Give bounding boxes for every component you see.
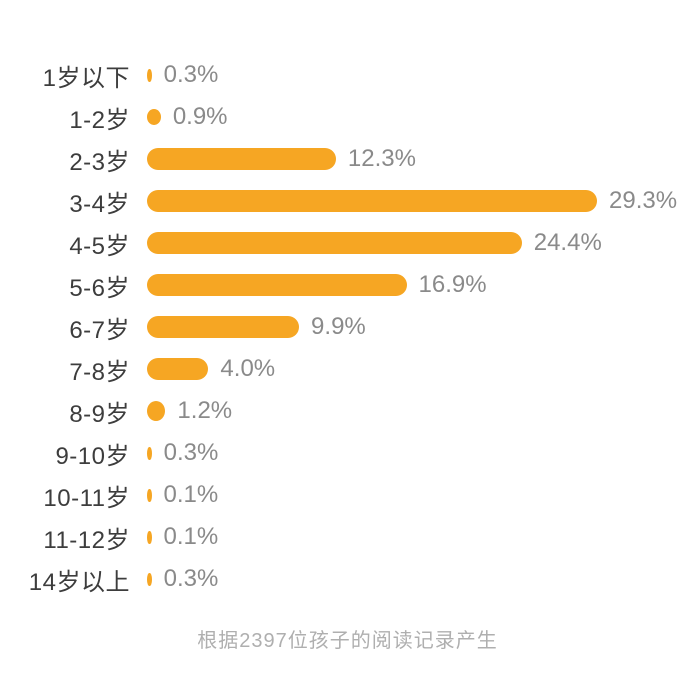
age-label: 6-7岁 [69, 316, 130, 344]
value-label: 16.9% [418, 271, 487, 298]
age-label: 14岁以上 [28, 568, 130, 596]
value-label: 9.9% [311, 313, 366, 340]
bar [147, 446, 152, 460]
bar-area: 24.4% [147, 229, 602, 257]
age-label: 10-11岁 [43, 484, 130, 512]
age-label: 1岁以下 [42, 64, 130, 92]
bar-area: 4.0% [147, 355, 275, 383]
value-label: 29.3% [609, 187, 678, 214]
value-label: 0.1% [163, 481, 219, 508]
value-label: 0.3% [163, 439, 219, 466]
bar-area: 0.3% [147, 565, 218, 593]
age-label: 8-9岁 [69, 400, 130, 428]
chart-row: 8-9岁 1.2% [10, 390, 695, 432]
bar-area: 0.3% [147, 61, 218, 89]
chart-row: 10-11岁 0.1% [10, 474, 695, 516]
chart-row: 1-2岁 0.9% [10, 96, 695, 138]
bar [147, 148, 336, 170]
bar [147, 572, 152, 586]
bar-area: 0.1% [147, 481, 218, 509]
age-label: 11-12岁 [43, 526, 130, 554]
age-label: 2-3岁 [69, 148, 130, 176]
chart-row: 14岁以上 0.3% [10, 558, 695, 600]
bar-area: 9.9% [147, 313, 366, 341]
bar [147, 530, 152, 544]
chart-row: 4-5岁 24.4% [10, 222, 695, 264]
bar [147, 488, 152, 502]
age-label: 1-2岁 [69, 106, 130, 134]
value-label: 0.1% [163, 523, 219, 550]
age-label: 7-8岁 [69, 358, 130, 386]
bar-area: 0.9% [147, 103, 228, 131]
value-label: 12.3% [347, 145, 416, 172]
value-label: 0.3% [163, 565, 219, 592]
chart-row: 6-7岁 9.9% [10, 306, 695, 348]
chart-row: 11-12岁 0.1% [10, 516, 695, 558]
bar-area: 1.2% [147, 397, 232, 425]
chart-row: 5-6岁 16.9% [10, 264, 695, 306]
value-label: 0.3% [163, 61, 219, 88]
age-label: 3-4岁 [69, 190, 130, 218]
chart-footnote: 根据2397位孩子的阅读记录产生 [197, 630, 498, 652]
age-label: 4-5岁 [69, 232, 130, 260]
bar-area: 29.3% [147, 187, 677, 215]
bar [147, 400, 166, 422]
chart-row: 7-8岁 4.0% [10, 348, 695, 390]
bar-area: 16.9% [147, 271, 487, 299]
age-label: 9-10岁 [55, 442, 130, 470]
bar [147, 358, 209, 380]
bar-area: 12.3% [147, 145, 416, 173]
value-label: 1.2% [177, 397, 233, 424]
chart-row: 1岁以下 0.3% [10, 54, 695, 96]
chart-row: 2-3岁 12.3% [10, 138, 695, 180]
bar [147, 232, 522, 254]
bar [147, 274, 407, 296]
age-distribution-bar-chart: 1岁以下 0.3% 1-2岁 0.9% 2-3岁 12.3% 3-4岁 29.3% 4-5岁 24… [10, 54, 695, 600]
bar [147, 109, 161, 125]
value-label: 0.9% [172, 103, 228, 130]
chart-row: 3-4岁 29.3% [10, 180, 695, 222]
value-label: 24.4% [533, 229, 602, 256]
age-label: 5-6岁 [69, 274, 130, 302]
bar [147, 68, 152, 82]
bar [147, 190, 597, 212]
chart-row: 9-10岁 0.3% [10, 432, 695, 474]
bar-area: 0.3% [147, 439, 218, 467]
value-label: 4.0% [220, 355, 276, 382]
bar-area: 0.1% [147, 523, 218, 551]
bar [147, 316, 300, 338]
